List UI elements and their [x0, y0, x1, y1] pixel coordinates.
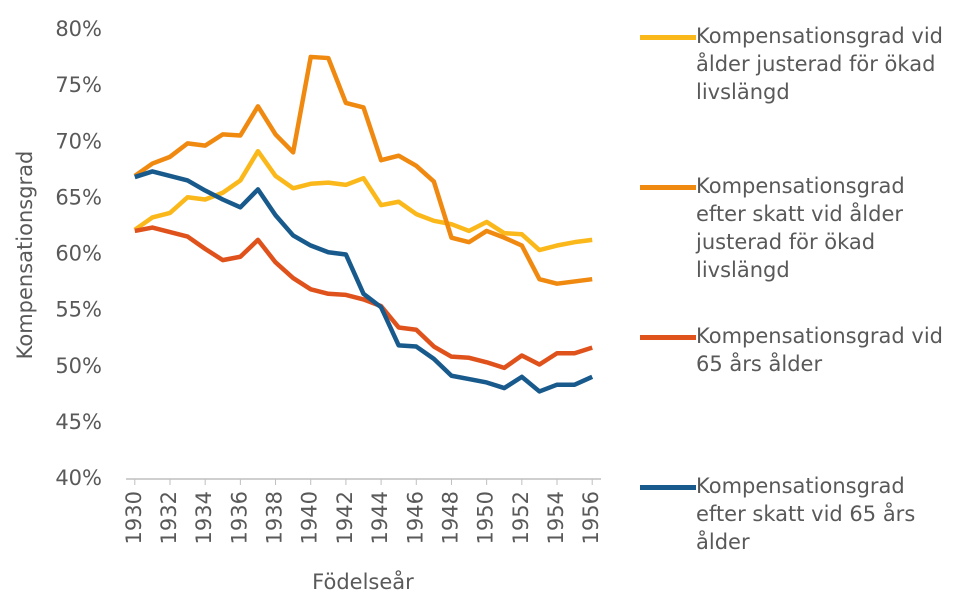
legend-label: Kompensationsgrad vid ålder justerad för… — [696, 24, 943, 104]
legend-label: Kompensationsgrad efter skatt vid 65 års… — [696, 474, 916, 554]
legend-label: Kompensationsgrad efter skatt vid ålder … — [696, 174, 905, 282]
legend-item: Kompensationsgrad efter skatt vid ålder … — [640, 172, 960, 284]
series-line — [134, 225, 593, 371]
legend-swatch — [640, 485, 696, 490]
y-tick-label: 70% — [55, 129, 102, 153]
x-tick-label: 1930 — [122, 491, 146, 544]
x-axis-label: Födelseår — [312, 569, 414, 594]
x-tick-label: 1944 — [368, 491, 392, 544]
x-tick-label: 1952 — [509, 491, 533, 544]
y-tick-label: 60% — [55, 242, 102, 266]
x-tick-label: 1948 — [438, 491, 462, 544]
x-tick-label: 1956 — [579, 491, 603, 544]
x-tick-label: 1950 — [474, 491, 498, 544]
x-tick-label: 1942 — [333, 491, 357, 544]
series-line — [133, 54, 593, 286]
x-tick-label: 1946 — [403, 491, 427, 544]
y-tick-label: 65% — [55, 185, 102, 209]
y-tick-label: 50% — [55, 354, 102, 378]
y-tick-label: 75% — [55, 73, 102, 97]
legend-swatch — [640, 35, 696, 40]
y-tick-label: 45% — [55, 410, 102, 434]
y-tick-label: 55% — [55, 298, 102, 322]
legend-label: Kompensationsgrad vid 65 års ålder — [696, 324, 943, 376]
y-axis-label: Kompensationsgrad — [13, 151, 37, 360]
x-tick-label: 1954 — [544, 491, 568, 544]
y-tick-label: 80% — [55, 17, 102, 41]
x-tick-label: 1940 — [298, 491, 322, 544]
series-line — [134, 169, 594, 394]
x-tick-label: 1938 — [263, 491, 287, 544]
legend-swatch — [640, 335, 696, 340]
x-tick-label: 1934 — [192, 491, 216, 544]
y-tick-label: 40% — [55, 466, 102, 490]
legend-item: Kompensationsgrad vid 65 års ålder — [640, 322, 960, 378]
legend-swatch — [640, 185, 696, 190]
series-line — [133, 148, 593, 253]
x-tick-label: 1936 — [227, 491, 251, 544]
legend-item: Kompensationsgrad vid ålder justerad för… — [640, 22, 960, 106]
x-tick-label: 1932 — [157, 491, 181, 544]
legend-item: Kompensationsgrad efter skatt vid 65 års… — [640, 472, 960, 556]
